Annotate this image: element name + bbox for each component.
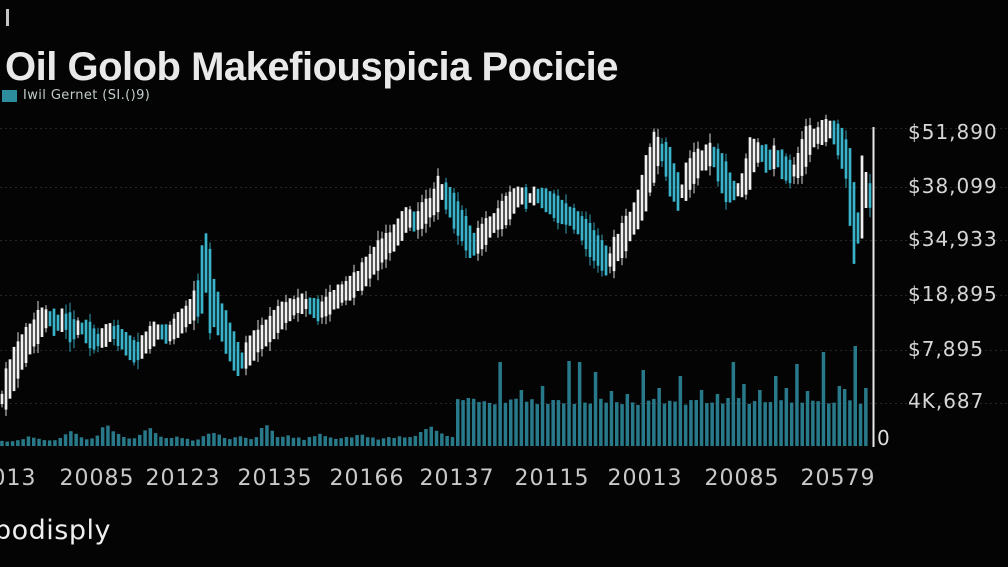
x-tick-label: 20135 <box>237 466 313 491</box>
y-tick-label: $38,099 <box>908 174 998 198</box>
y-tick-label: $34,933 <box>908 227 998 251</box>
legend[interactable]: Iwil Gernet (SI.()9) <box>2 88 150 103</box>
x-tick-label: 20137 <box>419 466 495 491</box>
y-axis-zero-label: 0 <box>877 426 890 450</box>
volume-series <box>0 346 868 446</box>
chart-title: Oil Golob Makefiouspicia Pocicie <box>5 44 619 89</box>
x-tick-label: 20085 <box>59 466 135 491</box>
y-tick-label: 4K,687 <box>908 389 985 413</box>
corner-tick-mark <box>6 9 9 26</box>
y-tick-label: $7,895 <box>908 337 984 361</box>
x-tick-label: 20123 <box>145 466 221 491</box>
x-tick-label: 20013 <box>607 466 683 491</box>
x-tick-label: 20115 <box>514 466 590 491</box>
x-tick-label: 20579 <box>800 466 876 491</box>
price-series <box>0 114 872 416</box>
legend-swatch-icon <box>2 89 17 102</box>
y-tick-label: $18,895 <box>908 282 998 306</box>
y-tick-label: $51,890 <box>908 120 998 144</box>
x-tick-label: 20166 <box>329 466 405 491</box>
footer-watermark: bodisply <box>0 515 111 546</box>
x-tick-label: 013 <box>0 466 37 491</box>
x-tick-label: 20085 <box>704 466 780 491</box>
legend-label: Iwil Gernet (SI.()9) <box>23 88 151 103</box>
